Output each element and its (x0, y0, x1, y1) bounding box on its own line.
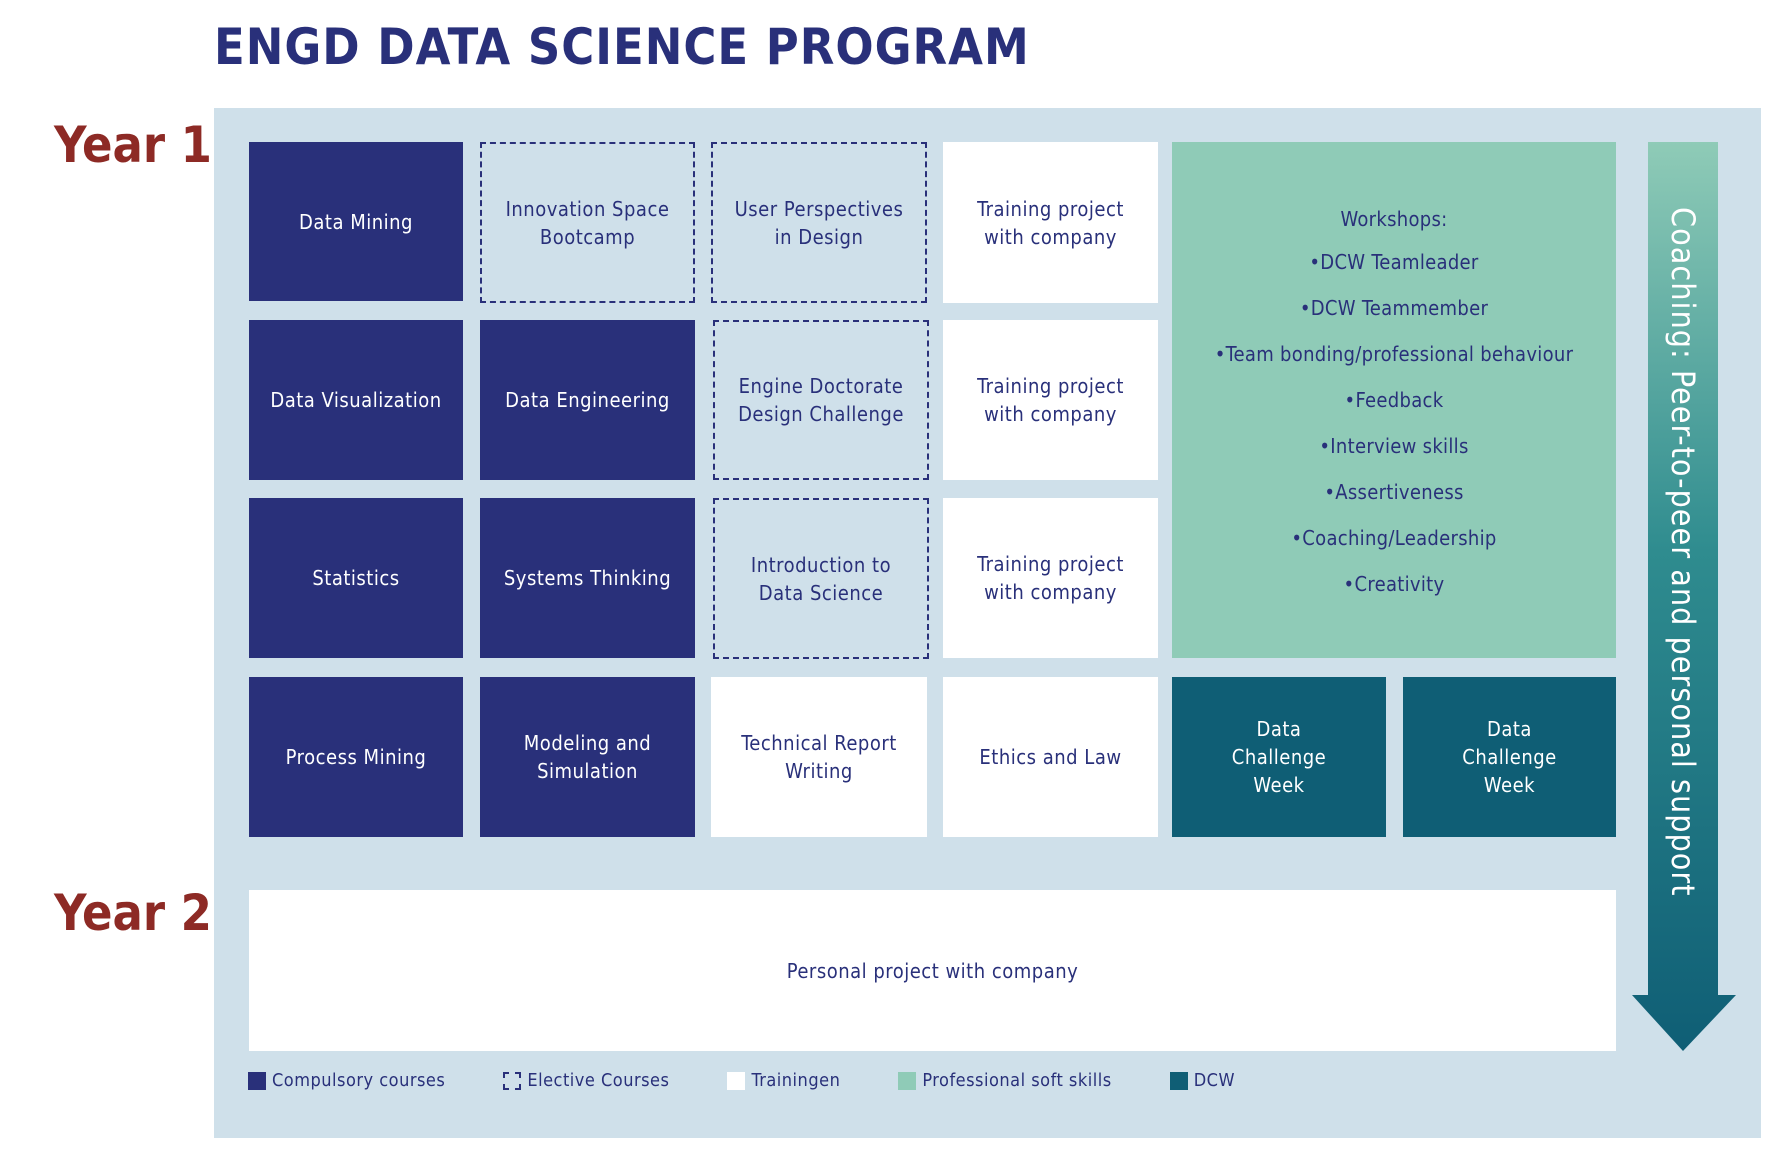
training-project-3: Training project with company (943, 498, 1158, 658)
legend-swatch-compulsory (248, 1071, 266, 1090)
course-introduction-to-data-science: Introduction to Data Science (713, 498, 929, 659)
course-statistics: Statistics (249, 498, 463, 658)
workshop-item: Feedback (1172, 386, 1616, 432)
legend-swatch-elective (503, 1071, 522, 1090)
course-data-mining: Data Mining (249, 142, 463, 301)
course-ethics-and-law: Ethics and Law (943, 677, 1158, 837)
legend: Compulsory courses Elective Courses Trai… (248, 1070, 1293, 1091)
workshops-title: Workshops: (1340, 207, 1448, 231)
course-engine-doctorate-design-challenge: Engine Doctorate Design Challenge (713, 320, 929, 480)
coaching-label: Coaching: Peer-to-peer and personal supp… (1664, 207, 1702, 897)
page-title: ENGD DATA SCIENCE PROGRAM (214, 18, 1030, 76)
legend-label: Professional soft skills (922, 1070, 1112, 1091)
year-2-label: Year 2 (54, 884, 212, 942)
course-data-engineering: Data Engineering (480, 320, 695, 480)
course-systems-thinking: Systems Thinking (480, 498, 695, 658)
workshop-item: Creativity (1172, 570, 1616, 616)
legend-item-training: Trainingen (727, 1070, 840, 1091)
workshop-item: Interview skills (1172, 432, 1616, 478)
workshops-list: DCW Teamleader DCW Teammember Team bondi… (1172, 248, 1616, 616)
course-data-visualization: Data Visualization (249, 320, 463, 480)
legend-label: Trainingen (751, 1070, 841, 1091)
data-challenge-week-left: Data Challenge Week (1172, 677, 1386, 837)
personal-project-with-company: Personal project with company (249, 890, 1616, 1051)
workshop-item: Assertiveness (1172, 478, 1616, 524)
legend-label: Compulsory courses (272, 1070, 446, 1091)
course-modeling-and-simulation: Modeling and Simulation (480, 677, 695, 837)
training-project-2: Training project with company (943, 320, 1158, 480)
workshop-item: DCW Teammember (1172, 294, 1616, 340)
course-user-perspectives-in-design: User Perspectives in Design (711, 142, 927, 303)
legend-swatch-soft-skills (898, 1071, 917, 1090)
workshop-item: Team bonding/professional behaviour (1172, 340, 1616, 386)
course-process-mining: Process Mining (249, 677, 463, 837)
coaching-arrow-icon (1632, 142, 1736, 1051)
legend-item-compulsory: Compulsory courses (248, 1070, 445, 1091)
workshop-item: Coaching/Leadership (1172, 524, 1616, 570)
workshops-box: Workshops: DCW Teamleader DCW Teammember… (1172, 142, 1616, 658)
workshop-item: DCW Teamleader (1172, 248, 1616, 294)
legend-swatch-training (727, 1071, 746, 1090)
legend-swatch-dcw (1169, 1071, 1188, 1090)
legend-item-dcw: DCW (1169, 1070, 1235, 1091)
training-project-1: Training project with company (943, 142, 1158, 303)
legend-item-elective: Elective Courses (503, 1070, 669, 1091)
legend-item-soft-skills: Professional soft skills (898, 1070, 1111, 1091)
course-technical-report-writing: Technical Report Writing (711, 677, 927, 837)
course-innovation-space-bootcamp: Innovation Space Bootcamp (480, 142, 695, 303)
year-1-label: Year 1 (54, 116, 212, 174)
data-challenge-week-right: Data Challenge Week (1403, 677, 1616, 837)
legend-label: DCW (1193, 1070, 1235, 1091)
legend-label: Elective Courses (527, 1070, 670, 1091)
